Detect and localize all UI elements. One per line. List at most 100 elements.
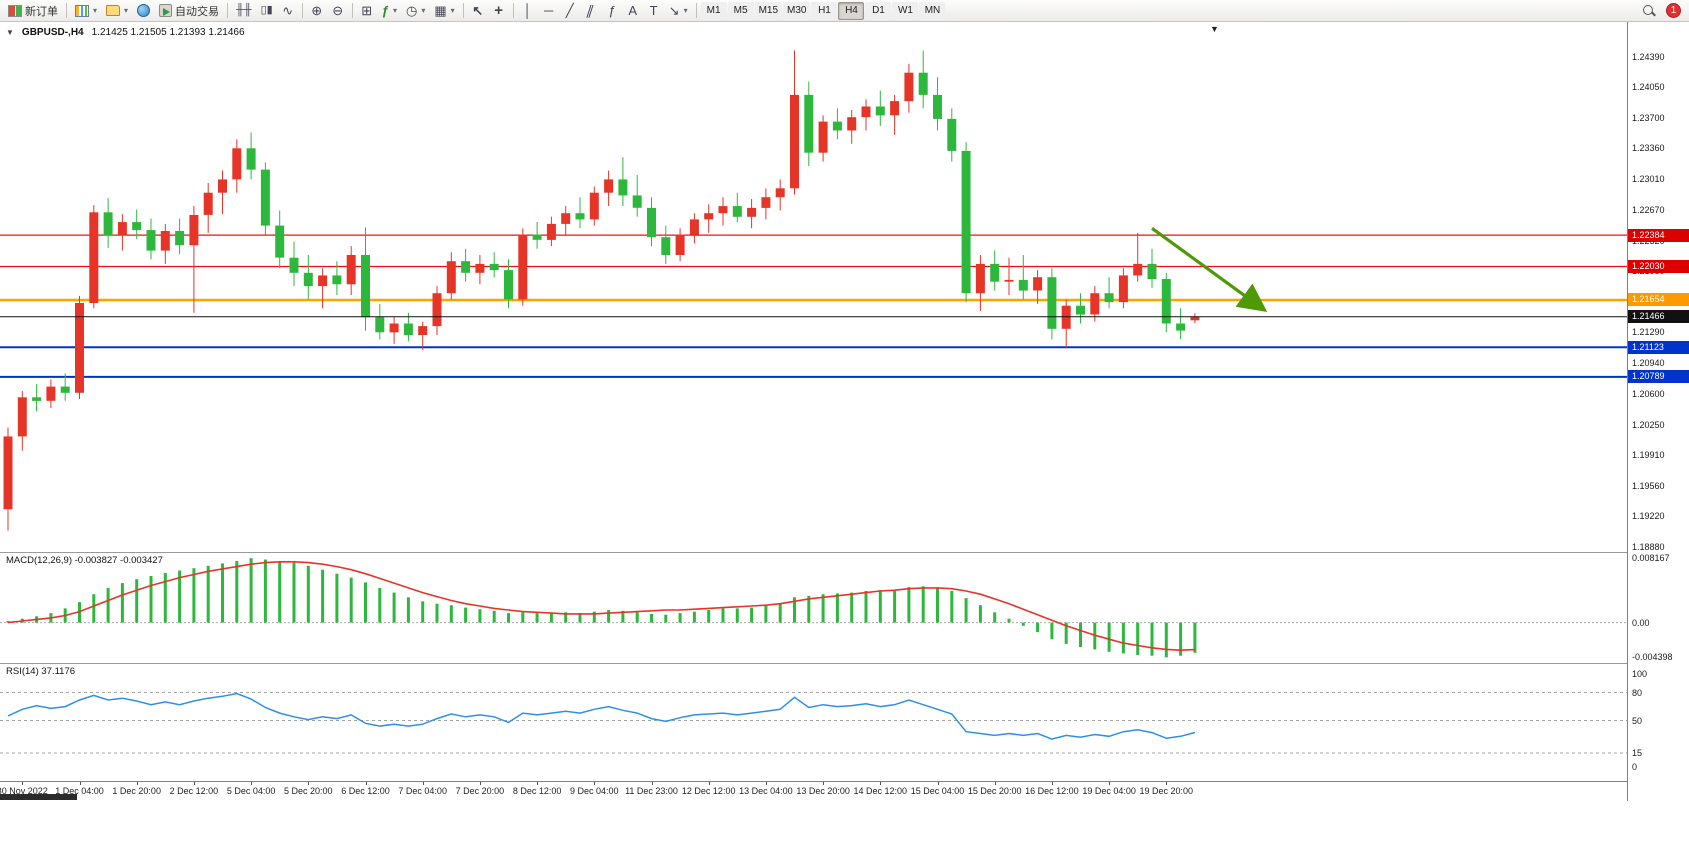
horizontal-scrollbar-thumb[interactable] (0, 794, 77, 800)
templates-button[interactable]: ▦ ▾ (430, 1, 458, 21)
level-lines-group (0, 234, 1627, 378)
trendline-button[interactable]: ╱ (560, 1, 580, 21)
timeframe-label: M15 (758, 5, 779, 16)
candles-group (3, 50, 1200, 531)
timeframe-m1-button[interactable]: M1 (700, 1, 727, 20)
time-tick (22, 782, 24, 785)
periods-button[interactable]: ◷ ▾ (402, 1, 429, 21)
rsi-panel[interactable]: RSI(14) 37.1176 (0, 663, 1627, 781)
symbol-dropdown-icon[interactable]: ▼ (6, 28, 14, 37)
new-chart-icon (75, 4, 89, 17)
price-tick-label: 1.21290 (1632, 327, 1665, 338)
candlestick-chart-button[interactable]: ▯▮ (257, 1, 277, 21)
vertical-line-button[interactable]: │ (518, 1, 538, 21)
price-tick-label: 1.19220 (1632, 511, 1665, 522)
timeframe-mn-button[interactable]: MN (919, 1, 946, 20)
macd-canvas[interactable] (0, 553, 1627, 663)
timeframe-label: M5 (733, 5, 748, 16)
periods-clock-icon: ◷ (405, 3, 418, 18)
macd-panel[interactable]: MACD(12,26,9) -0.003827 -0.003427 (0, 552, 1627, 663)
profiles-button[interactable]: ▾ (102, 1, 132, 21)
time-tick (823, 782, 825, 785)
tile-windows-button[interactable]: ⊞ (357, 1, 377, 21)
cursor-icon: ↖ (472, 3, 484, 18)
price-axis[interactable]: 1.24390 1.24050 1.23700 1.23360 1.23010 1.226… (1627, 22, 1689, 801)
time-axis-label: 13 Dec 04:00 (739, 786, 793, 796)
time-axis-label: 7 Dec 04:00 (398, 786, 447, 796)
time-axis-label: 30 Nov 2022 (0, 786, 48, 796)
price-tag: 1.21654 (1628, 293, 1689, 307)
horizontal-line-button[interactable]: ─ (539, 1, 559, 21)
time-tick (422, 782, 424, 785)
market-watch-icon (137, 4, 151, 17)
rsi-scale-label: 100 (1632, 669, 1648, 679)
time-axis[interactable]: 30 Nov 2022 1 Dec 04:00 1 Dec 20:00 2 Dec 1… (0, 781, 1689, 801)
timeframe-w1-button[interactable]: W1 (892, 1, 919, 20)
timeframe-h1-button[interactable]: H1 (811, 1, 838, 20)
bar-chart-button[interactable]: ╫╫ (232, 1, 256, 21)
arrows-button[interactable]: ↘ ▾ (665, 1, 692, 21)
time-tick (136, 782, 138, 785)
time-axis-label: 16 Dec 12:00 (1025, 786, 1079, 796)
rsi-scale-label: 0 (1632, 762, 1638, 772)
time-axis-label: 15 Dec 20:00 (967, 786, 1022, 796)
chart-shift-marker[interactable]: ▼ (1210, 24, 1219, 34)
indicators-icon: ƒ (381, 3, 389, 18)
macd-signal-line (7, 561, 1195, 652)
price-tick-label: 1.18880 (1632, 541, 1665, 552)
line-chart-button[interactable]: ∿ (278, 1, 298, 21)
fibonacci-button[interactable]: ƒ (602, 1, 622, 21)
zoom-in-button[interactable]: ⊕ (307, 1, 327, 21)
timeframe-m30-button[interactable]: M30 (783, 1, 811, 20)
price-chart-canvas[interactable] (0, 22, 1627, 552)
text-label-button[interactable]: T (644, 1, 664, 21)
timeframe-m15-button[interactable]: M15 (754, 1, 783, 20)
rsi-scale-label: 15 (1632, 748, 1643, 759)
chevron-down-icon: ▾ (392, 6, 397, 15)
notification-badge[interactable]: 1 (1666, 3, 1681, 18)
price-chart-panel[interactable]: ▼ GBPUSD-,H4 1.21425 1.21505 1.21393 1.2… (0, 22, 1627, 552)
timeframe-d1-button[interactable]: D1 (865, 1, 892, 20)
equidistant-channel-button[interactable]: ∥ (581, 1, 601, 21)
rsi-canvas[interactable] (0, 664, 1627, 781)
trend-arrow-annotation[interactable] (1151, 227, 1268, 313)
profiles-icon (106, 5, 121, 16)
macd-scale-label: 0.00 (1632, 617, 1650, 628)
timeframe-label: H4 (845, 5, 858, 16)
crosshair-button[interactable]: + (489, 1, 509, 21)
autotrading-icon (159, 4, 173, 17)
price-tick-label: 1.23010 (1632, 174, 1665, 185)
timeframe-label: M30 (787, 5, 807, 16)
time-tick (1166, 782, 1168, 785)
new-order-button[interactable]: 新订单 (4, 1, 62, 21)
time-tick (765, 782, 767, 785)
timeframe-h4-button[interactable]: H4 (838, 1, 865, 20)
autotrading-label: 自动交易 (175, 5, 220, 18)
price-tick-label: 1.20940 (1632, 358, 1665, 369)
symbol-period-label: GBPUSD-,H4 (21, 27, 84, 38)
crosshair-icon: + (494, 2, 504, 19)
timeframe-m5-button[interactable]: M5 (727, 1, 754, 20)
zoom-out-button[interactable]: ⊖ (328, 1, 348, 21)
ohlc-quote: 1.21425 1.21505 1.21393 1.21466 (91, 27, 245, 38)
timeframe-label: H1 (818, 5, 831, 16)
time-axis-label: 5 Dec 20:00 (284, 786, 333, 796)
new-order-label: 新订单 (25, 5, 58, 18)
text-button[interactable]: A (623, 1, 643, 21)
cursor-button[interactable]: ↖ (468, 1, 488, 21)
time-axis-label: 1 Dec 04:00 (55, 786, 104, 796)
time-axis-label: 15 Dec 04:00 (910, 786, 965, 796)
market-watch-button[interactable] (133, 1, 154, 21)
price-tick-label: 1.23360 (1632, 143, 1665, 154)
price-tick-label: 1.23700 (1632, 113, 1665, 124)
toolbar-separator (66, 3, 67, 18)
toolbar-separator (227, 3, 229, 18)
macd-histogram (6, 558, 1197, 658)
search-button[interactable] (1638, 1, 1660, 21)
zoom-in-icon: ⊕ (311, 3, 323, 18)
macd-scale-label: -0.004398 (1632, 652, 1673, 663)
new-chart-button[interactable]: ▾ (71, 1, 101, 21)
price-tag: 1.22030 (1628, 260, 1689, 274)
indicators-button[interactable]: ƒ ▾ (378, 1, 401, 21)
autotrading-button[interactable]: 自动交易 (155, 1, 223, 21)
